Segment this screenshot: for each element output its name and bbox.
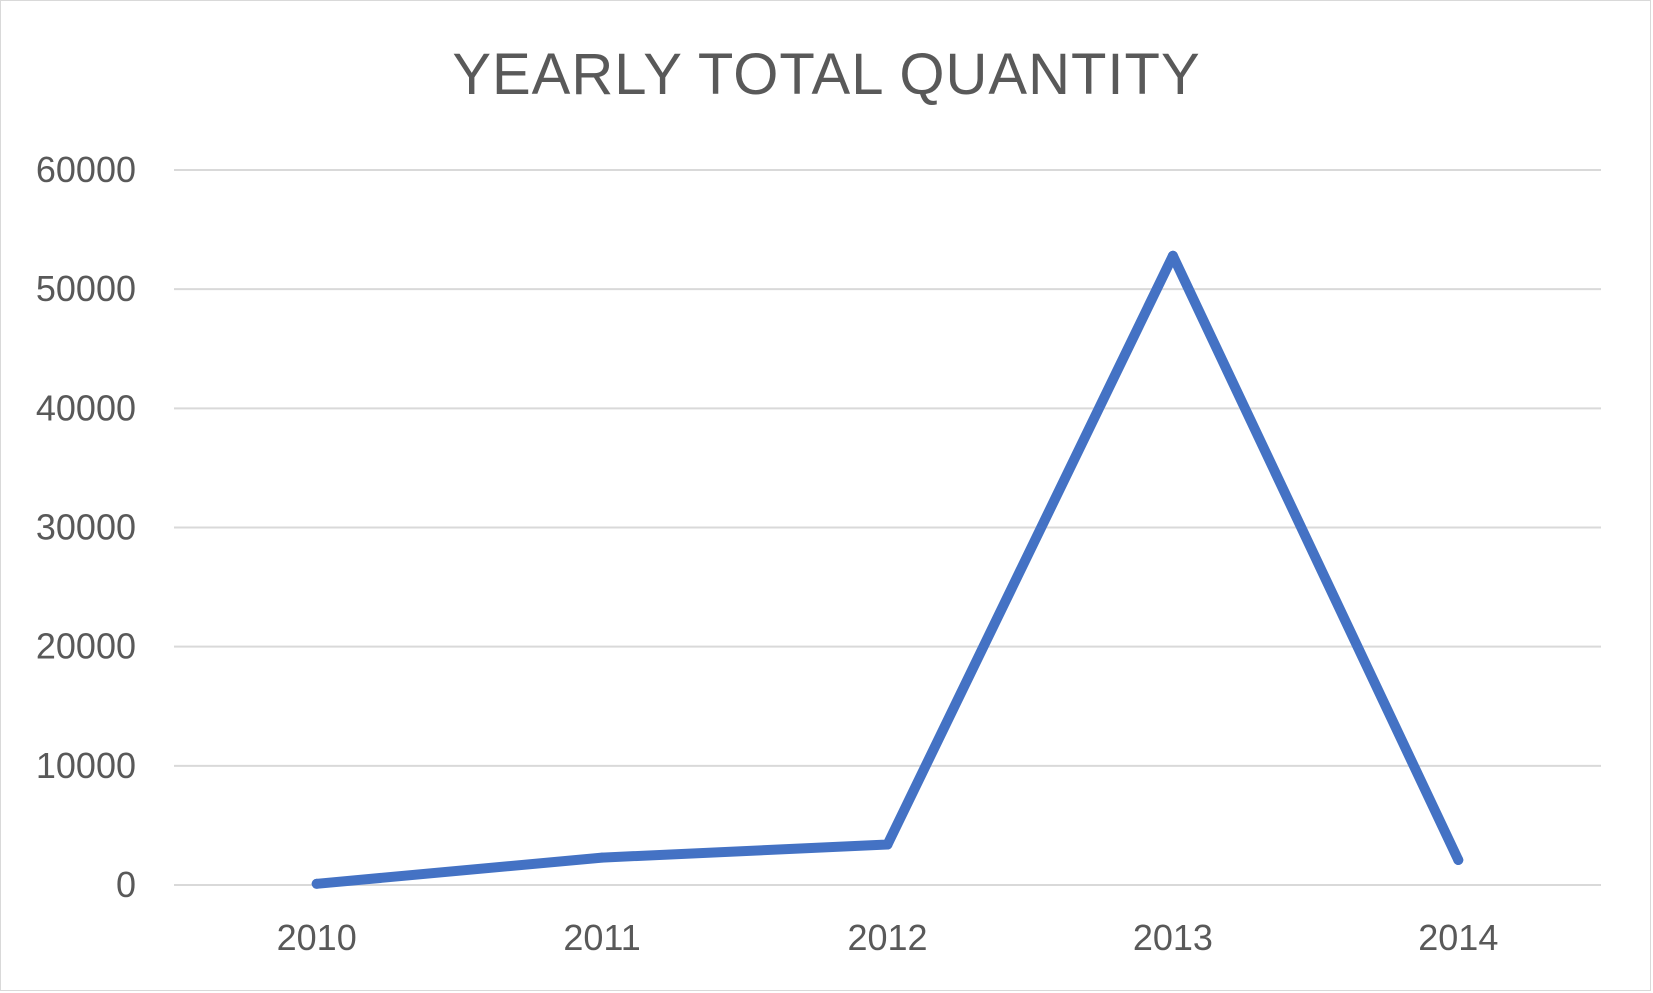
y-tick-label: 30000: [36, 507, 136, 548]
data-point-2010: [311, 878, 322, 889]
x-tick-label: 2012: [847, 917, 927, 958]
x-tick-label: 2013: [1133, 917, 1213, 958]
y-tick-label: 40000: [36, 387, 136, 428]
data-point-2012: [882, 839, 893, 850]
y-tick-label: 10000: [36, 745, 136, 786]
series-layer: [311, 250, 1464, 889]
chart-title: YEARLY TOTAL QUANTITY: [452, 42, 1201, 107]
x-tick-label: 2011: [563, 917, 640, 958]
y-tick-label: 60000: [36, 149, 136, 190]
x-tick-label: 2010: [277, 917, 357, 958]
y-tick-label: 20000: [36, 626, 136, 667]
data-point-2014: [1453, 854, 1464, 865]
y-tick-label: 50000: [36, 268, 136, 309]
data-point-2011: [597, 852, 608, 863]
x-axis-tick-labels: 2010 2011 2012 2013 2014: [277, 917, 1499, 958]
gridlines: [174, 169, 1601, 886]
data-point-2013: [1167, 250, 1178, 261]
y-axis-tick-labels: 0 10000 20000 30000 40000 50000 60000: [36, 149, 136, 905]
x-tick-label: 2014: [1418, 917, 1498, 958]
y-tick-label: 0: [116, 864, 136, 905]
series-line: [311, 250, 1464, 889]
